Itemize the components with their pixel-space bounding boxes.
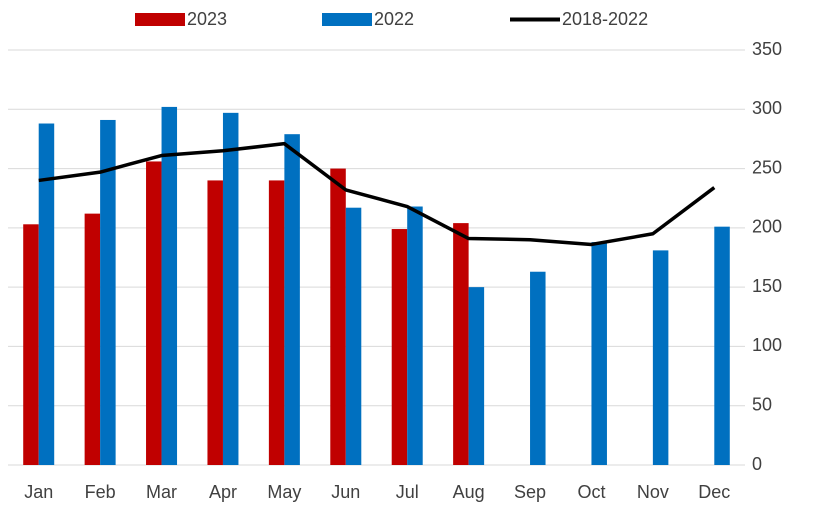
- bar: [714, 226, 730, 465]
- y-tick-label: 300: [752, 98, 782, 118]
- bar: [391, 229, 408, 465]
- x-tick-label: Oct: [577, 482, 605, 502]
- bar: [345, 207, 362, 465]
- bar: [84, 213, 101, 465]
- x-tick-label: Dec: [698, 482, 730, 502]
- bar: [146, 161, 162, 465]
- y-tick-label: 100: [752, 335, 782, 355]
- x-tick-label: Feb: [85, 482, 116, 502]
- y-tick-label: 200: [752, 217, 782, 237]
- bar: [207, 180, 223, 465]
- y-tick-label: 50: [752, 394, 772, 414]
- x-tick-label: Jun: [331, 482, 360, 502]
- bar: [591, 242, 607, 465]
- bar: [161, 106, 178, 466]
- bar: [468, 287, 485, 465]
- y-tick-label: 150: [752, 276, 782, 296]
- legend-key: [322, 13, 372, 26]
- bar: [453, 223, 469, 465]
- legend-key: [135, 13, 185, 26]
- x-tick-label: Jan: [24, 482, 53, 502]
- bar: [530, 271, 546, 465]
- y-tick-label: 350: [752, 39, 782, 59]
- bar: [38, 123, 55, 465]
- legend-label: 2022: [374, 9, 414, 29]
- bar: [268, 180, 285, 465]
- y-tick-label: 250: [752, 157, 782, 177]
- legend-label: 2023: [187, 9, 227, 29]
- x-tick-label: Apr: [209, 482, 237, 502]
- bar: [100, 119, 116, 465]
- legend-label: 2018-2022: [562, 9, 648, 29]
- x-tick-label: Jul: [396, 482, 419, 502]
- bar: [222, 112, 239, 465]
- bar: [284, 134, 300, 465]
- bar: [330, 168, 346, 466]
- bar: [407, 206, 423, 465]
- bar: [652, 250, 669, 465]
- y-tick-label: 0: [752, 454, 762, 474]
- x-tick-label: Mar: [146, 482, 177, 502]
- line: [38, 141, 716, 247]
- x-tick-label: Aug: [453, 482, 485, 502]
- x-tick-label: May: [267, 482, 301, 502]
- x-tick-label: Nov: [637, 482, 669, 502]
- bar: [23, 224, 39, 465]
- x-tick-label: Sep: [514, 482, 546, 502]
